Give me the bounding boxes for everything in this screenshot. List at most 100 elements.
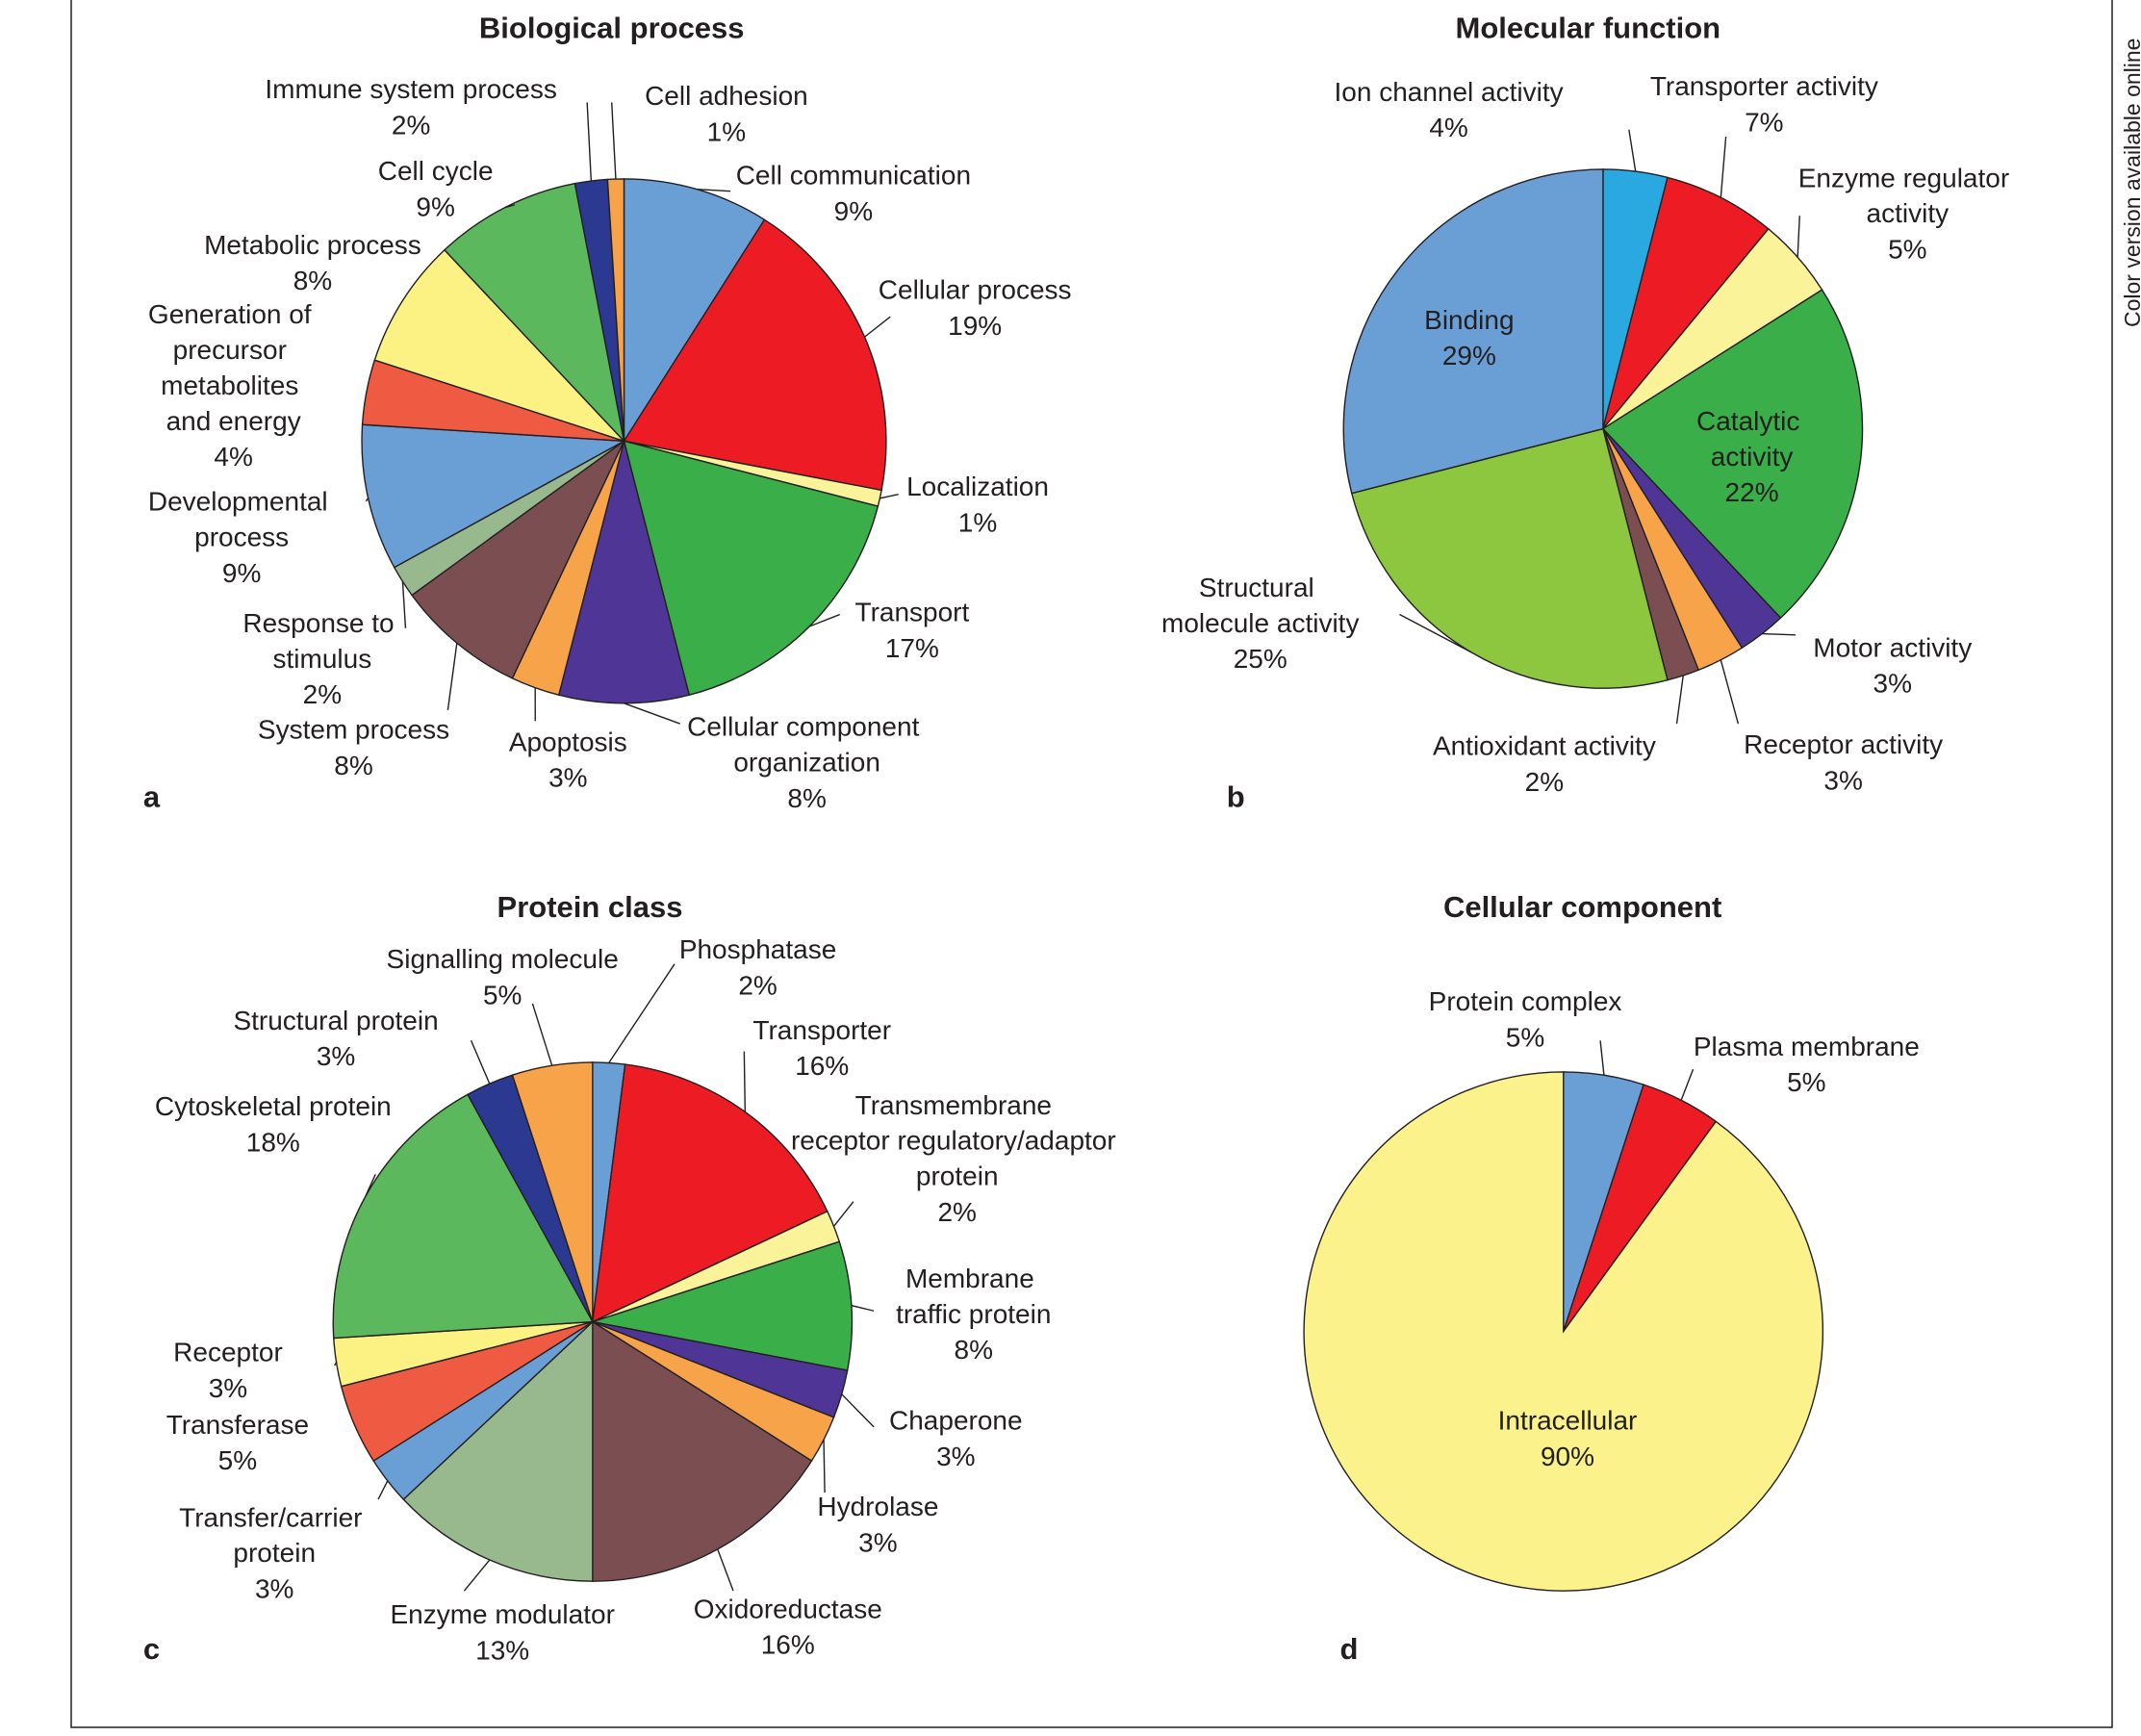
slice-label: Cell communication — [736, 161, 971, 191]
leader-line — [504, 204, 516, 209]
slice-label: Motor activity — [1813, 633, 1972, 663]
slice-label: Transferase — [166, 1410, 309, 1440]
slice-label: Response to stimulus — [242, 608, 401, 674]
pie-slice — [1342, 168, 1604, 495]
slice-label: Enzyme regulator activity — [1798, 164, 2017, 229]
slice-value-label: 7% — [1745, 108, 1783, 138]
leader-line — [1797, 216, 1800, 258]
slice-value-label: 90% — [1541, 1442, 1594, 1471]
slice-value-label: 3% — [1823, 765, 1862, 795]
slice-value-label: 2% — [303, 679, 342, 709]
pie-slice — [1602, 176, 1770, 430]
slice-value-label: 5% — [1787, 1067, 1825, 1097]
slice-label: Apoptosis — [509, 728, 627, 757]
pie-slice — [606, 178, 625, 442]
chart-title: Protein class — [497, 890, 683, 924]
leader-line — [1599, 1040, 1605, 1076]
slice-value-label: 5% — [1888, 234, 1926, 264]
slice-label: Immune system process — [265, 74, 556, 104]
slice-value-label: 3% — [317, 1041, 355, 1071]
panel-label: c — [143, 1632, 160, 1666]
pie-slice — [1350, 427, 1669, 689]
slice-label: Generation of precursor metabolites and … — [148, 300, 319, 437]
chart-title: Molecular function — [1456, 11, 1721, 44]
leader-line — [717, 1548, 734, 1592]
slice-value-label: 25% — [1234, 644, 1287, 674]
slice-label: Localization — [906, 472, 1049, 501]
pie-slice — [1601, 289, 1864, 620]
slice-value-label: 4% — [1429, 113, 1467, 142]
leader-line — [334, 1362, 338, 1366]
slice-label: Cell cycle — [378, 157, 494, 187]
slice-label: Cell adhesion — [645, 82, 808, 112]
slice-label: Transport — [855, 598, 970, 627]
chart-title: Biological process — [479, 11, 745, 44]
frame — [70, 0, 2113, 1728]
slice-value-label: 2% — [937, 1197, 976, 1227]
slice-label: Structural molecule activity — [1161, 573, 1359, 638]
slice-label: Antioxidant activity — [1433, 731, 1656, 761]
leader-line — [1399, 613, 1471, 653]
leader-line — [377, 1480, 389, 1500]
slice-value-label: 18% — [246, 1128, 300, 1158]
slice-value-label: 13% — [475, 1635, 529, 1665]
slice-value-label: 3% — [548, 763, 587, 793]
slice-label: Receptor activity — [1744, 730, 1943, 760]
slice-value-label: 8% — [955, 1335, 993, 1365]
slice-value-label: 2% — [738, 970, 777, 1000]
slice-value-label: 16% — [795, 1051, 849, 1081]
side-note: Color version available online — [2120, 38, 2141, 327]
leader-line — [611, 102, 617, 180]
slice-value-label: 17% — [885, 633, 939, 663]
panel-label: b — [1227, 779, 1245, 813]
panel-label: a — [143, 779, 161, 813]
chart-title: Cellular component — [1443, 890, 1721, 924]
slice-label: Enzyme modulator — [390, 1599, 614, 1629]
leader-line — [879, 493, 899, 499]
leader-line — [624, 702, 680, 725]
leader-line — [1720, 136, 1727, 198]
leader-line — [463, 1559, 491, 1592]
slice-value-label: 3% — [255, 1574, 293, 1604]
slice-value-label: 3% — [209, 1373, 247, 1403]
slice-value-label: 1% — [707, 116, 746, 146]
leader-line — [401, 581, 407, 628]
slice-value-label: 9% — [222, 558, 261, 588]
leader-line — [851, 1304, 875, 1312]
slice-value-label: 8% — [293, 266, 332, 295]
pie-slice — [1303, 1071, 1824, 1592]
pie-slice — [623, 178, 766, 444]
slice-label: Cytoskeletal protein — [155, 1092, 392, 1122]
slice-value-label: 8% — [334, 751, 372, 780]
slice-value-label: 3% — [936, 1442, 975, 1471]
leader-line — [864, 316, 891, 338]
slice-value-label: 4% — [214, 442, 252, 472]
slice-label: Plasma membrane — [1694, 1032, 1920, 1061]
slice-label: Chaperone — [889, 1406, 1023, 1436]
leader-line — [832, 1201, 854, 1227]
slice-label: Binding — [1424, 305, 1514, 335]
leader-line — [697, 189, 731, 192]
slice-value-label: 3% — [858, 1527, 897, 1557]
slice-label: System process — [258, 715, 449, 745]
slice-label: Oxidoreductase — [694, 1595, 882, 1624]
slice-label: Membrane traffic protein — [896, 1264, 1051, 1329]
pie-slice — [361, 423, 626, 569]
slice-label: Metabolic process — [204, 230, 421, 260]
pie-slice — [402, 1319, 594, 1582]
slice-value-label: 1% — [958, 507, 997, 537]
leader-line — [446, 643, 458, 710]
slice-value-label: 16% — [761, 1630, 815, 1660]
slice-value-label: 5% — [218, 1445, 257, 1475]
leader-line — [1720, 659, 1740, 725]
slice-value-label: 29% — [1442, 341, 1496, 370]
leader-line — [1680, 1068, 1695, 1101]
pie-slice — [332, 1093, 594, 1340]
slice-value-label: 9% — [416, 191, 454, 221]
leader-line — [608, 963, 675, 1063]
slice-label: Receptor — [173, 1338, 283, 1367]
slice-label: Cellular component organization — [687, 712, 927, 778]
slice-value-label: 5% — [483, 980, 522, 1009]
leader-line — [531, 1003, 553, 1066]
